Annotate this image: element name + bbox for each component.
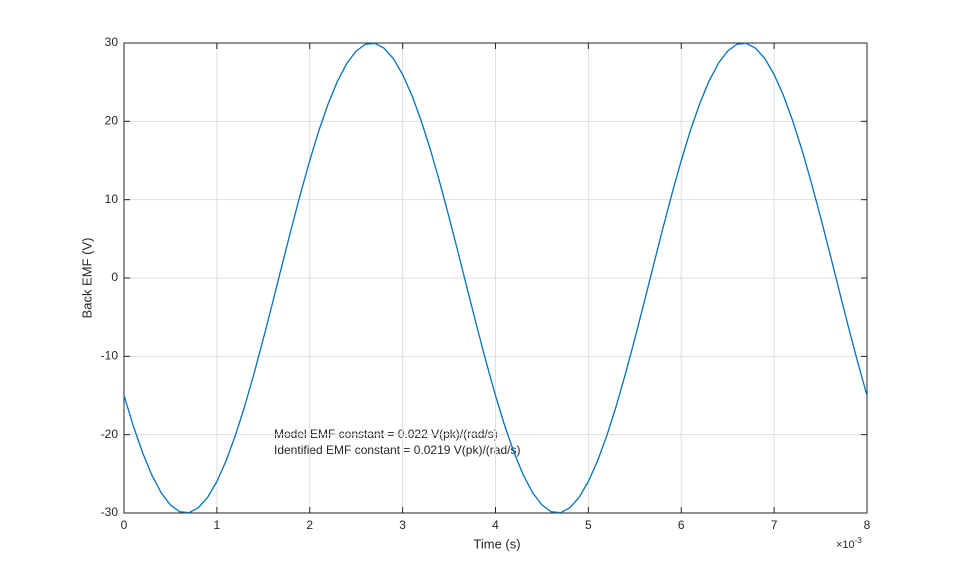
x-axis-label: Time (s) (473, 536, 520, 551)
x-multiplier: ×10 (836, 539, 855, 551)
x-tick-label: 2 (306, 518, 313, 532)
y-tick-label: -20 (101, 427, 119, 441)
x-tick-label: 1 (214, 518, 221, 532)
line-series (123, 42, 868, 514)
y-tick-label: -10 (101, 349, 119, 363)
x-exponent-label: ×10-3 (836, 536, 862, 551)
x-tick-label: 3 (399, 518, 406, 532)
x-tick-label: 7 (771, 518, 778, 532)
x-tick-label: 6 (678, 518, 685, 532)
x-tick-label: 0 (121, 518, 128, 532)
plot-box (123, 42, 868, 514)
y-axis-label: Back EMF (V) (79, 238, 94, 319)
y-tick-label: -30 (101, 505, 119, 519)
y-tick-label: 0 (111, 270, 118, 284)
x-tick-label: 5 (585, 518, 592, 532)
y-tick-label: 20 (105, 114, 119, 128)
x-exponent: -3 (855, 536, 863, 545)
y-tick-label: 10 (105, 192, 119, 206)
x-tick-label: 4 (492, 518, 499, 532)
x-tick-label: 8 (864, 518, 871, 532)
y-tick-label: 30 (105, 35, 119, 49)
annotation: Identified EMF constant = 0.0219 V(pk)/(… (274, 443, 520, 457)
